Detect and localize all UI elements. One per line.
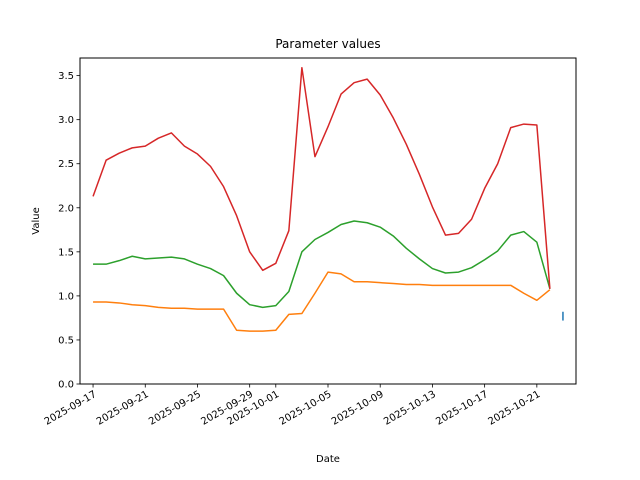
- series-1-line: [93, 271, 551, 332]
- y-tick-label-0: 0.0: [58, 380, 74, 391]
- y-tick-label-3: 1.5: [58, 247, 74, 258]
- y-tick-label-7: 3.5: [58, 71, 74, 82]
- chart-title: Parameter values: [275, 37, 380, 51]
- y-axis-title: Value: [31, 207, 42, 234]
- x-axis-title: Date: [316, 454, 340, 465]
- series-3-line: [92, 66, 551, 289]
- y-tick-label-5: 2.5: [58, 159, 74, 170]
- plot-area: [92, 66, 564, 332]
- y-tick-label-1: 0.5: [58, 335, 74, 346]
- series-2-line: [93, 220, 551, 309]
- y-tick-label-6: 3.0: [58, 115, 74, 126]
- y-tick-label-4: 2.0: [58, 203, 74, 214]
- y-tick-label-2: 1.0: [58, 291, 74, 302]
